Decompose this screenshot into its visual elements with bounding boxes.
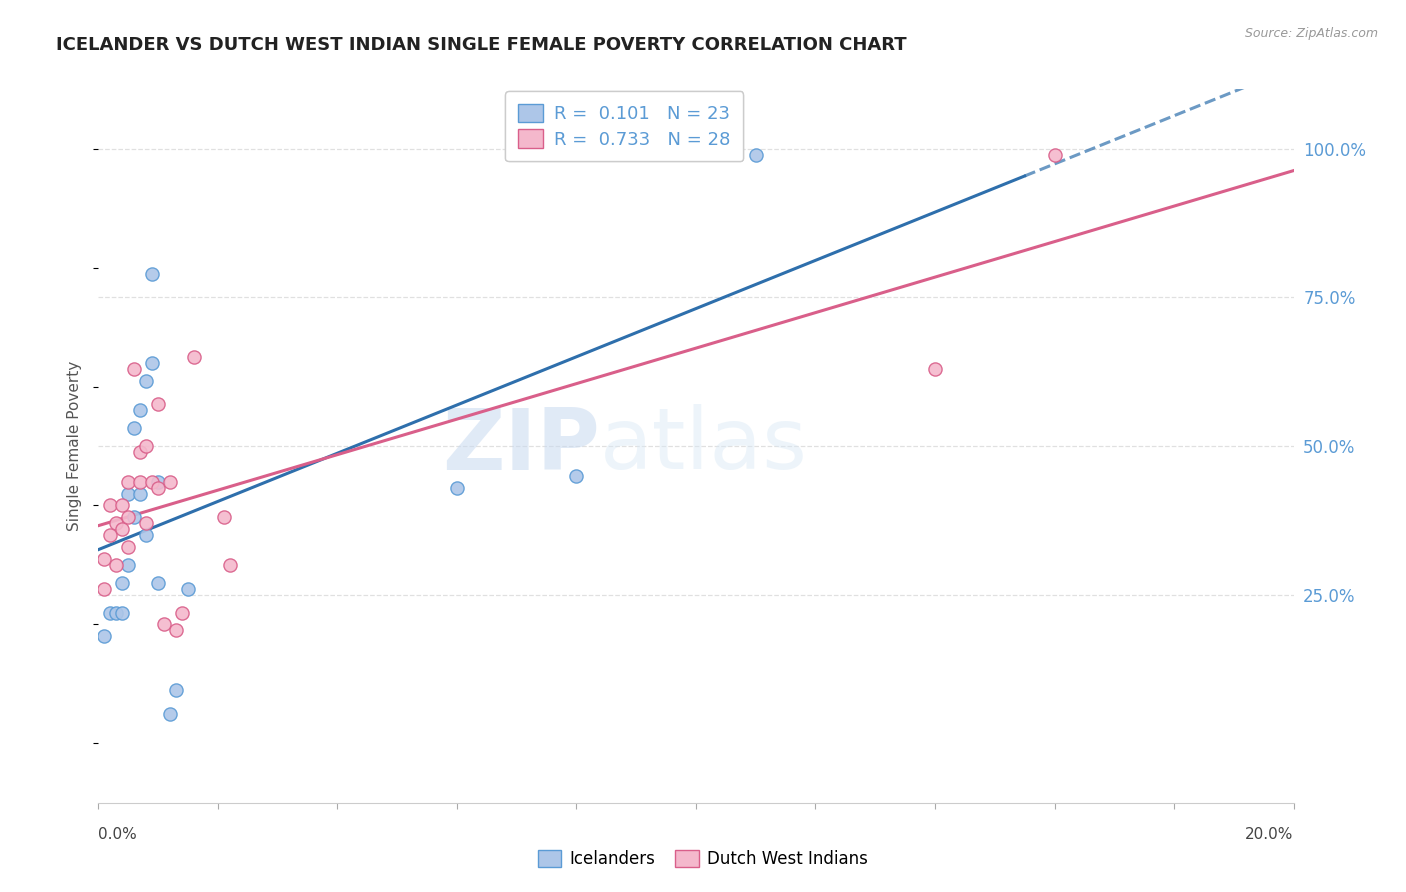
Point [924,361,946,376]
Point [111,606,134,620]
Point [100,606,122,620]
Point [111,575,134,590]
Text: 20.0%: 20.0% [1246,827,1294,841]
Point [129,475,152,489]
Y-axis label: Single Female Poverty: Single Female Poverty [67,361,83,531]
Point [93,552,115,566]
Point [165,624,187,638]
Point [212,510,235,524]
Point [124,421,146,435]
Point [141,356,163,370]
Point [117,540,139,554]
Point [93,582,115,596]
Point [172,606,194,620]
Point [165,682,187,697]
Text: ICELANDER VS DUTCH WEST INDIAN SINGLE FEMALE POVERTY CORRELATION CHART: ICELANDER VS DUTCH WEST INDIAN SINGLE FE… [56,36,907,54]
Point [148,481,170,495]
Point [129,403,152,417]
Point [153,617,176,632]
Point [565,468,588,483]
Point [141,267,163,281]
Point [124,510,146,524]
Point [124,361,146,376]
Point [148,575,170,590]
Point [446,481,468,495]
Point [105,516,128,531]
Point [117,486,139,500]
Point [111,499,134,513]
Point [135,374,157,388]
Text: atlas: atlas [600,404,808,488]
Text: Source: ZipAtlas.com: Source: ZipAtlas.com [1244,27,1378,40]
Point [100,528,122,542]
Point [135,516,157,531]
Point [219,558,242,572]
Point [129,445,152,459]
Text: 0.0%: 0.0% [98,827,138,841]
Point [159,475,181,489]
Point [148,397,170,411]
Point [1043,147,1066,161]
Point [135,439,157,453]
Point [148,475,170,489]
Point [183,350,205,364]
Legend: Icelanders, Dutch West Indians: Icelanders, Dutch West Indians [531,843,875,875]
Point [111,522,134,536]
Point [100,499,122,513]
Point [177,582,200,596]
Point [105,558,128,572]
Point [117,475,139,489]
Point [745,147,768,161]
Point [129,486,152,500]
Point [117,558,139,572]
Point [159,706,181,721]
Point [141,475,163,489]
Legend: R =  0.101   N = 23, R =  0.733   N = 28: R = 0.101 N = 23, R = 0.733 N = 28 [505,91,744,161]
Point [135,528,157,542]
Point [105,606,128,620]
Point [117,510,139,524]
Text: ZIP: ZIP [443,404,600,488]
Point [93,629,115,643]
